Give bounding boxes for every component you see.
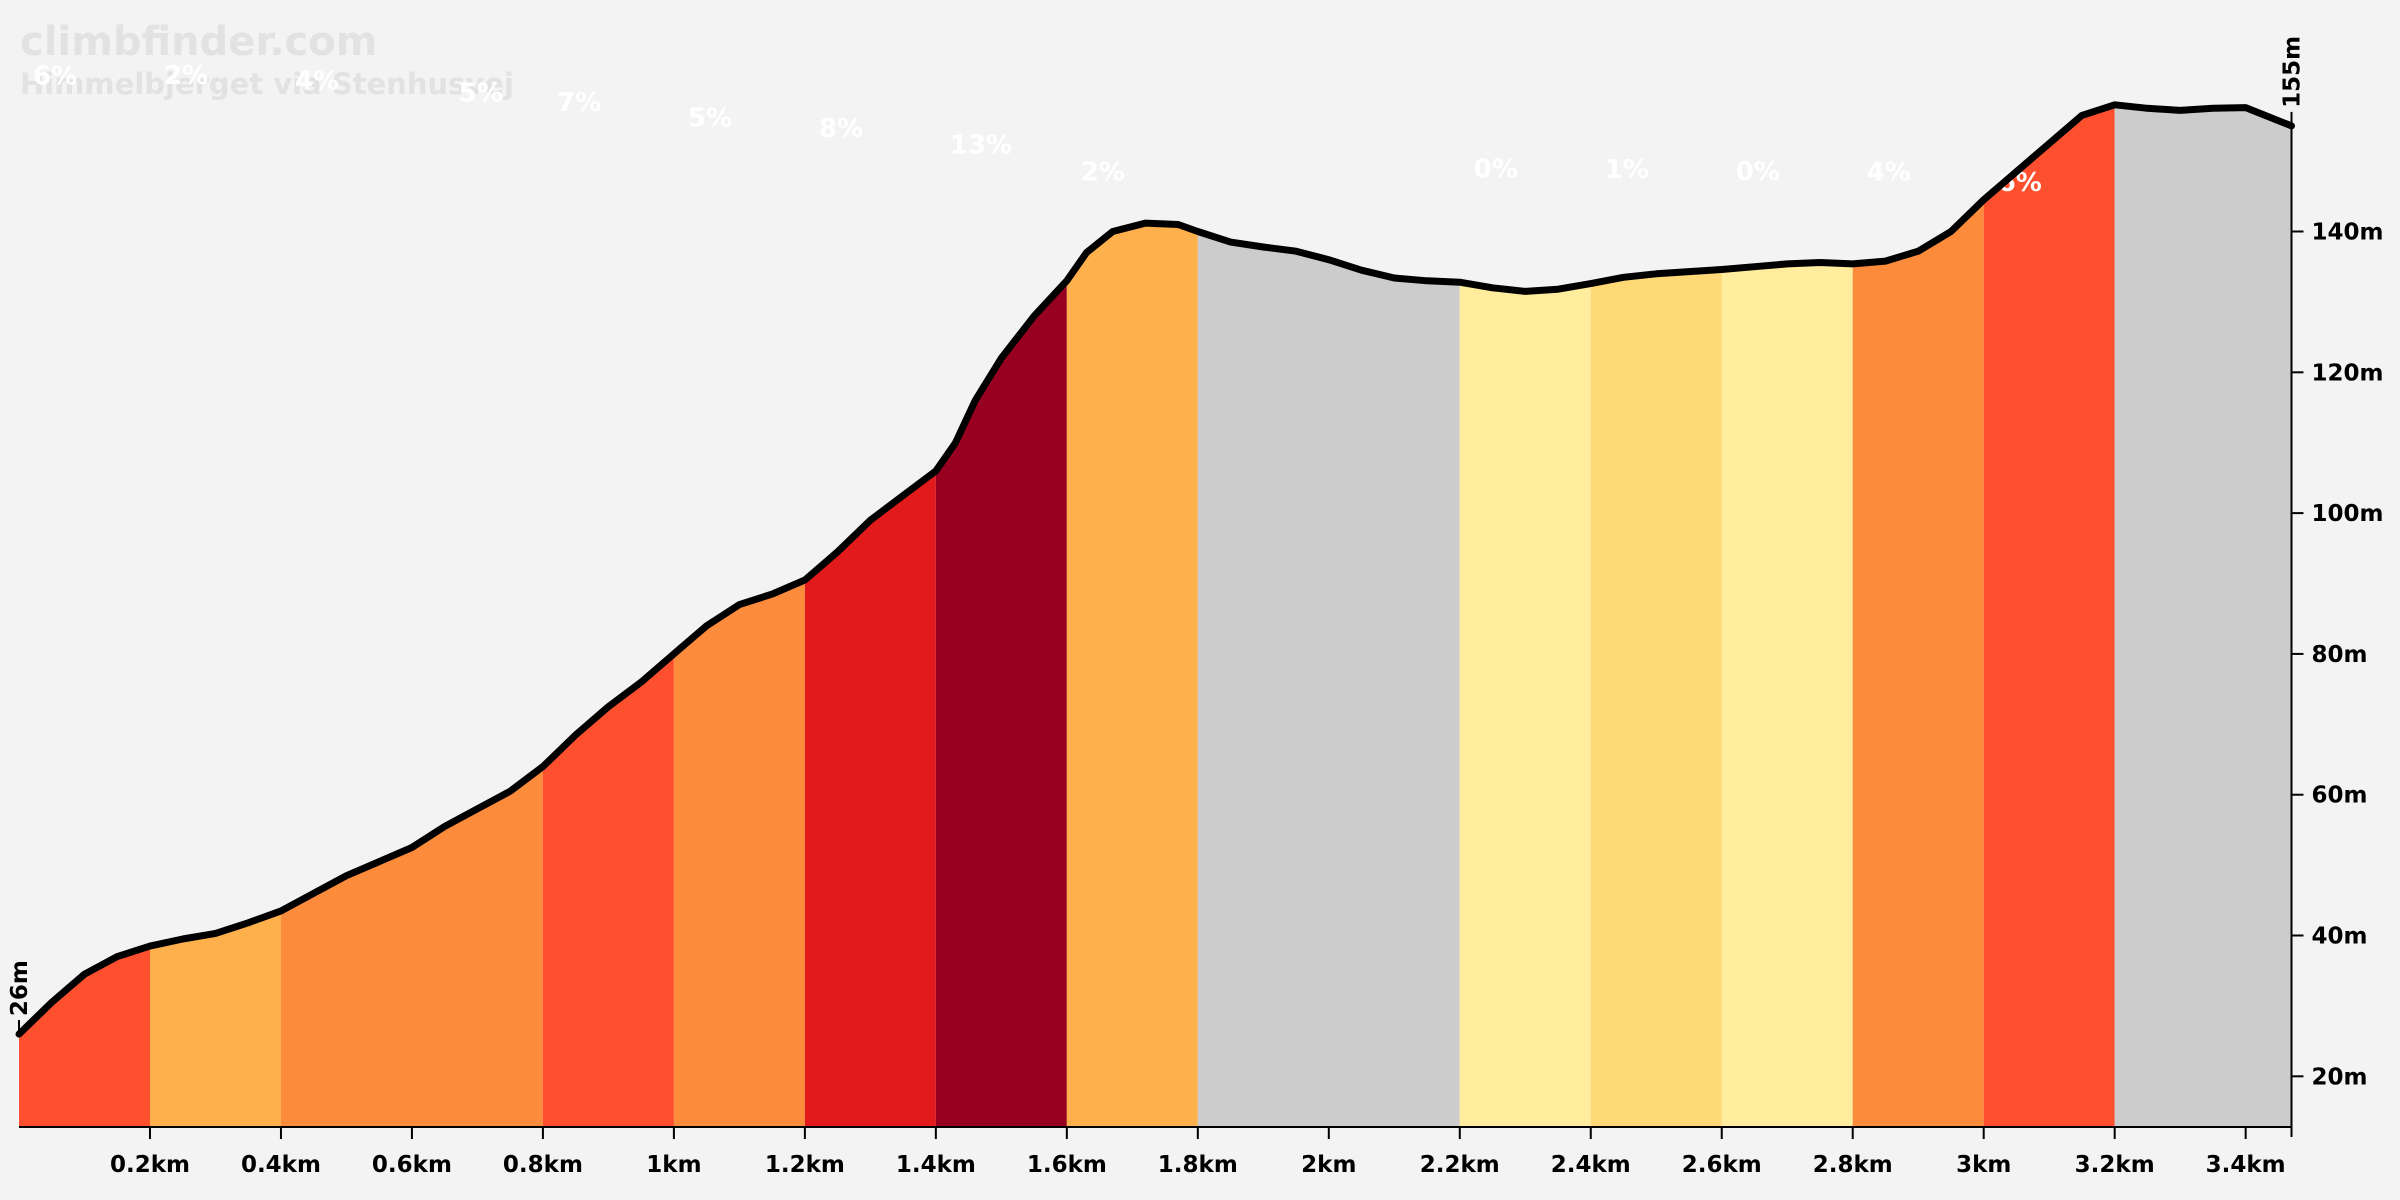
x-tick-label: 2.2km [1420,1152,1500,1178]
gradient-label: 6% [33,62,77,92]
y-tick-label: 40m [2312,924,2368,950]
y-tick-label: 20m [2312,1064,2368,1090]
gradient-label: 5% [688,104,732,134]
end-elevation-label: 155m [2280,36,2306,108]
x-tick-label: 0.8km [503,1152,583,1178]
gradient-segment [1721,104,1853,1128]
y-tick-label: 120m [2312,360,2384,386]
x-tick-label: 1.6km [1027,1152,1107,1178]
gradient-segment [280,104,543,1128]
gradient-labels: 6% 2% 4% 5% 7%5% 8%13%2% 0% 1% 0% 4% 6% [33,61,2042,198]
x-tick-label: 1.2km [765,1152,845,1178]
gradient-segment [1066,104,1198,1128]
gradient-segment [935,104,1067,1128]
climb-name: Himmelbjerget via Stenhusvej [20,67,514,101]
gradient-segment [1852,104,1984,1128]
gradient-label: 2% [164,61,208,91]
x-tick-label: 1.8km [1158,1152,1238,1178]
gradient-label: 0% [1474,154,1518,184]
gradient-segment [19,104,150,1128]
y-tick-label: 80m [2312,642,2368,668]
x-tick-label: 2.6km [1682,1152,1762,1178]
y-tick-label: 100m [2312,501,2384,527]
gradient-label: 4% [1867,158,1911,188]
site-name: climbfinder.com [20,19,378,65]
gradient-label: 2% [1081,158,1125,188]
gradient-label: 4% [295,67,339,97]
x-tick-label: 1km [646,1152,701,1178]
start-elevation-label: 26m [7,960,33,1016]
x-tick-label: 1.4km [896,1152,976,1178]
gradient-segment [149,104,281,1128]
gradient-segment [2114,104,2292,1128]
gradient-label: 8% [819,114,863,144]
y-tick-label: 140m [2312,220,2384,246]
x-tick-label: 2km [1301,1152,1356,1178]
gradient-segment [673,104,805,1128]
x-tick-label: 3.4km [2206,1152,2286,1178]
gradient-label: 0% [1736,157,1780,187]
x-tick-label: 0.6km [372,1152,452,1178]
gradient-segment [1983,104,2115,1128]
elevation-line [15,101,2295,1038]
gradient-label: 5% [459,79,503,109]
x-tick-label: 2.8km [1813,1152,1893,1178]
x-tick-label: 0.4km [241,1152,321,1178]
x-tick-label: 2.4km [1551,1152,1631,1178]
x-tick-label: 3.2km [2075,1152,2155,1178]
x-tick-label: 0.2km [110,1152,190,1178]
gradient-segments [19,104,2292,1128]
brand-watermark: climbfinder.com Himmelbjerget via Stenhu… [20,18,514,102]
gradient-label: 1% [1605,155,1649,185]
y-tick-label: 60m [2312,783,2368,809]
gradient-label: 7% [557,88,601,118]
gradient-label: 13% [950,131,1012,161]
x-tick-label: 3km [1956,1152,2011,1178]
gradient-segment [542,104,674,1128]
gradient-segment [1197,104,1460,1128]
axes: 0.2km 0.4km 0.6km 0.8km 1km 1.2km 1.4km 1.6km 1.… [7,36,2383,1178]
